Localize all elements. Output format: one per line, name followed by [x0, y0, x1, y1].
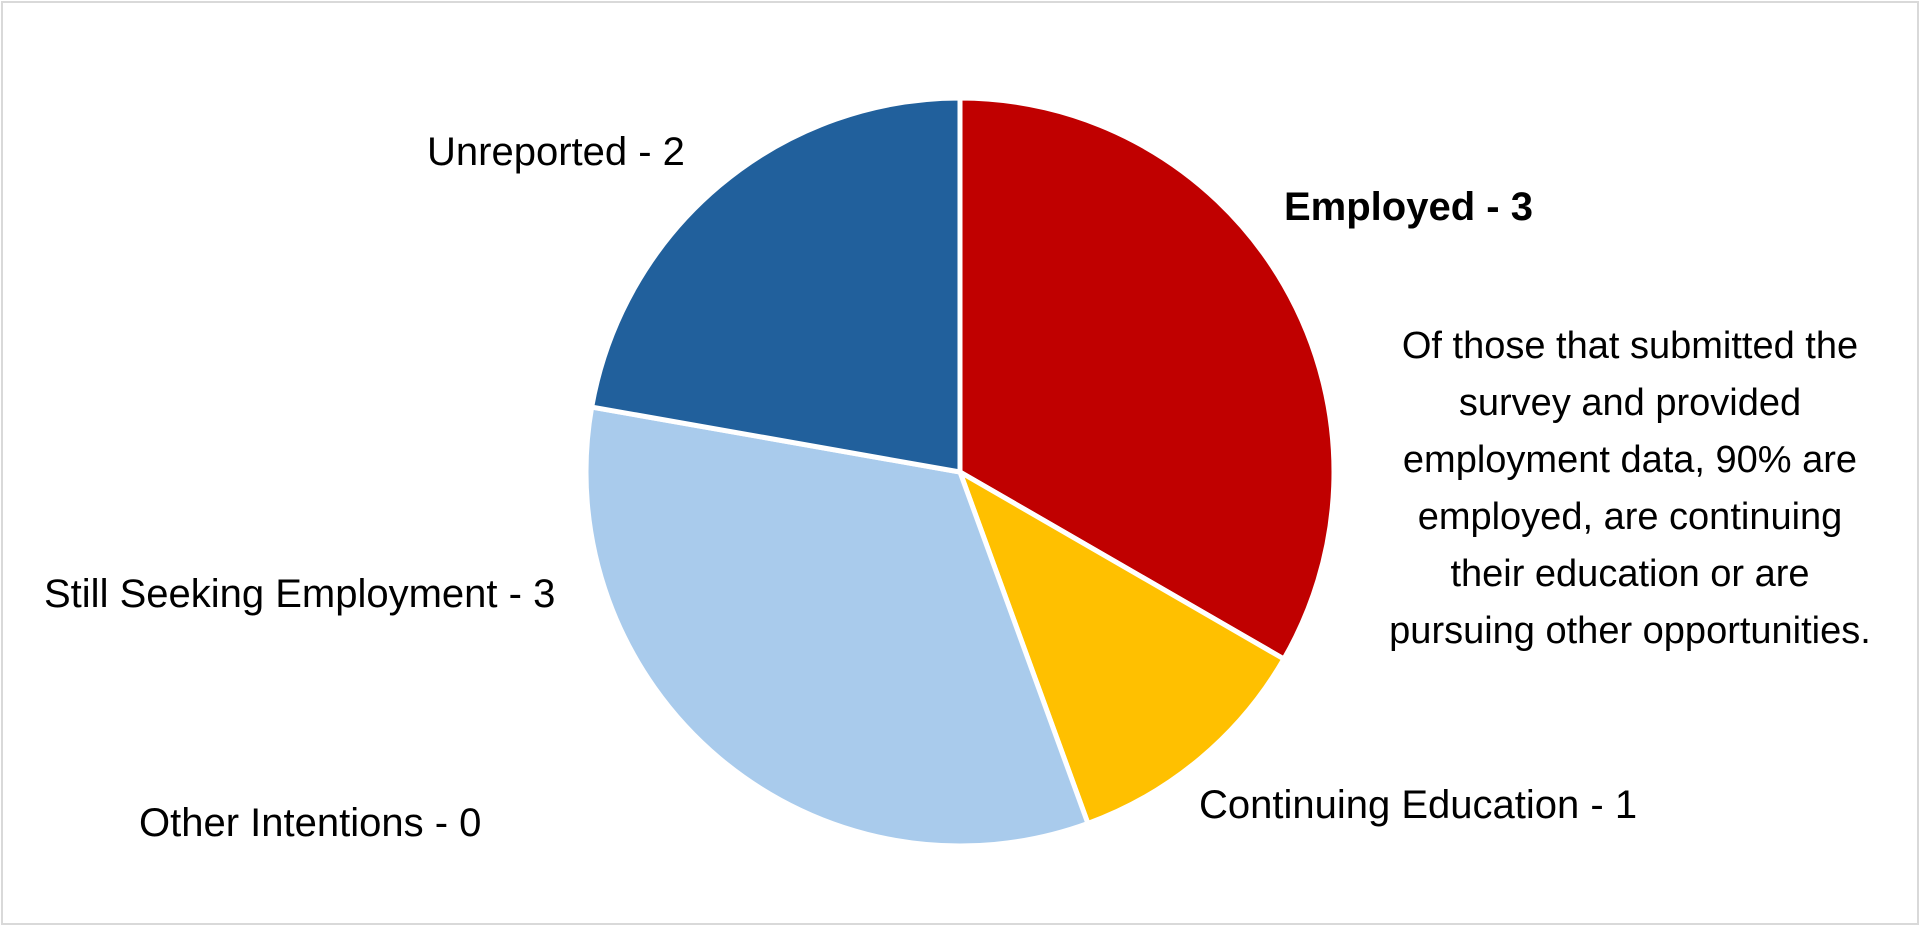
- employment-note: Of those that submitted the survey and p…: [1389, 325, 1871, 652]
- label-employed: Employed - 3: [1284, 185, 1533, 229]
- label-unreported: Unreported - 2: [427, 130, 685, 174]
- label-still-seeking-employment: Still Seeking Employment - 3: [44, 572, 556, 616]
- label-other-intentions: Other Intentions - 0: [139, 801, 482, 845]
- pie-slice-still-seeking-employment: [583, 404, 1091, 849]
- pie-slices: [583, 95, 1337, 849]
- pie-slice-continuing-education: [957, 469, 1287, 826]
- label-continuing-education: Continuing Education - 1: [1199, 783, 1638, 827]
- pie-slice-unreported: [589, 95, 963, 475]
- pie-slice-employed: [957, 95, 1337, 662]
